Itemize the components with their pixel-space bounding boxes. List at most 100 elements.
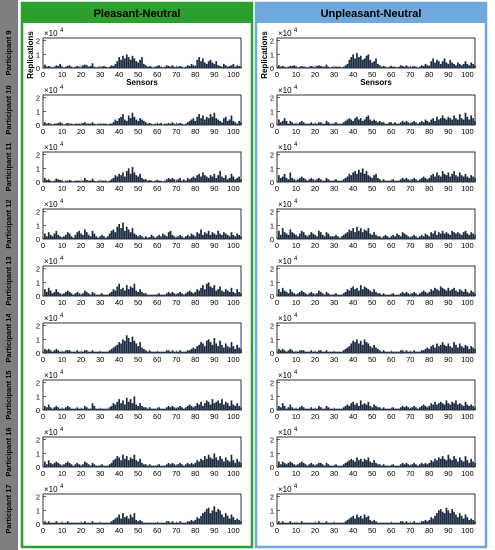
bar xyxy=(352,54,355,68)
bar xyxy=(432,518,434,524)
bar xyxy=(72,465,75,467)
bar xyxy=(361,168,364,182)
bar xyxy=(338,294,341,296)
x-tick-label: 90 xyxy=(444,241,452,250)
bar xyxy=(403,233,406,239)
bar xyxy=(99,294,101,296)
bar xyxy=(74,66,77,68)
bar xyxy=(179,405,181,410)
bar xyxy=(310,407,313,410)
bar xyxy=(202,58,204,68)
bar xyxy=(297,179,299,182)
bar xyxy=(179,234,181,239)
bar xyxy=(211,458,214,467)
bar xyxy=(409,351,412,353)
x-tick-label: 10 xyxy=(292,355,300,364)
bar xyxy=(437,119,440,125)
bar xyxy=(426,464,429,467)
bar xyxy=(443,58,446,68)
bar xyxy=(95,465,98,467)
x-tick-label: 70 xyxy=(406,526,414,535)
bar xyxy=(85,462,88,467)
bar xyxy=(289,348,292,353)
bar xyxy=(211,399,214,410)
bar xyxy=(462,291,465,296)
x-tick-label: 80 xyxy=(191,526,199,535)
bar xyxy=(359,515,362,524)
bar xyxy=(135,404,138,410)
bar xyxy=(240,348,242,353)
bar xyxy=(171,234,174,239)
bar xyxy=(291,177,294,182)
bar xyxy=(308,408,311,410)
bar xyxy=(223,232,225,239)
bar xyxy=(188,120,191,125)
bar xyxy=(319,179,322,182)
bar xyxy=(403,66,406,68)
bar xyxy=(91,230,94,239)
bar xyxy=(378,179,381,182)
x-tick-label: 80 xyxy=(191,127,199,136)
x-tick-label: 60 xyxy=(387,127,395,136)
x-tick-label: 20 xyxy=(77,241,85,250)
bar xyxy=(411,522,414,524)
bar xyxy=(49,234,52,239)
bar xyxy=(152,465,155,467)
bar xyxy=(196,116,199,125)
bar xyxy=(101,522,103,524)
bar xyxy=(415,522,417,524)
bar xyxy=(165,521,168,524)
bar xyxy=(344,462,347,467)
exponent-power: 4 xyxy=(60,28,64,34)
bar xyxy=(124,340,126,353)
x-tick-label: 50 xyxy=(134,298,142,307)
bar xyxy=(207,118,210,125)
bar xyxy=(397,465,400,467)
bar xyxy=(409,465,412,467)
bar xyxy=(93,405,96,410)
bar xyxy=(169,407,172,410)
bar xyxy=(234,462,237,467)
bar xyxy=(310,462,313,467)
y-tick-label: 2 xyxy=(36,436,40,445)
bar xyxy=(63,67,65,68)
bar xyxy=(57,407,60,410)
exponent-power: 4 xyxy=(60,427,64,433)
bar xyxy=(474,521,476,524)
bar xyxy=(439,176,442,182)
bar xyxy=(415,351,417,353)
bar xyxy=(278,461,280,467)
bar xyxy=(215,401,218,410)
bar xyxy=(143,63,145,68)
bar xyxy=(466,517,469,524)
x-tick-label: 40 xyxy=(349,412,357,421)
bar xyxy=(472,63,474,68)
bar xyxy=(337,180,339,182)
bar xyxy=(234,293,237,296)
bar xyxy=(304,123,307,125)
bar xyxy=(346,461,349,467)
bar xyxy=(127,338,130,353)
bar xyxy=(352,172,355,182)
bar xyxy=(390,465,393,467)
bar xyxy=(428,177,431,182)
bar xyxy=(460,515,463,524)
bar xyxy=(418,236,421,239)
bar xyxy=(171,122,174,125)
bar xyxy=(124,230,126,239)
x-tick-label: 30 xyxy=(330,469,338,478)
x-tick-label: 40 xyxy=(115,241,123,250)
bar xyxy=(232,63,235,68)
y-tick-label: 0 xyxy=(36,349,40,358)
exponent-label: ×10 xyxy=(44,314,58,323)
bar xyxy=(232,404,235,410)
bar xyxy=(122,513,124,524)
bar xyxy=(160,465,162,467)
bar xyxy=(422,290,425,296)
bar xyxy=(297,293,299,296)
bar xyxy=(160,522,162,524)
bar xyxy=(403,293,406,296)
bar xyxy=(158,407,160,410)
bar xyxy=(158,65,160,68)
bar xyxy=(51,124,54,125)
